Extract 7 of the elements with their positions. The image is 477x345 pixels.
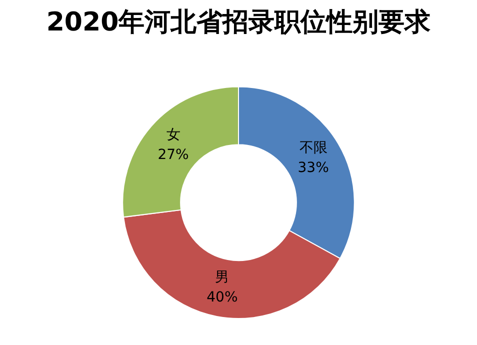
slice-label: 不限: [299, 140, 328, 156]
data-label: 33%: [298, 160, 329, 176]
data-label: 27%: [158, 146, 189, 163]
chart-title: 2020年河北省招录职位性别要求: [46, 7, 432, 38]
slice-label: 女: [166, 126, 180, 143]
data-label: 40%: [206, 290, 238, 306]
slice-label: 男: [215, 270, 230, 286]
